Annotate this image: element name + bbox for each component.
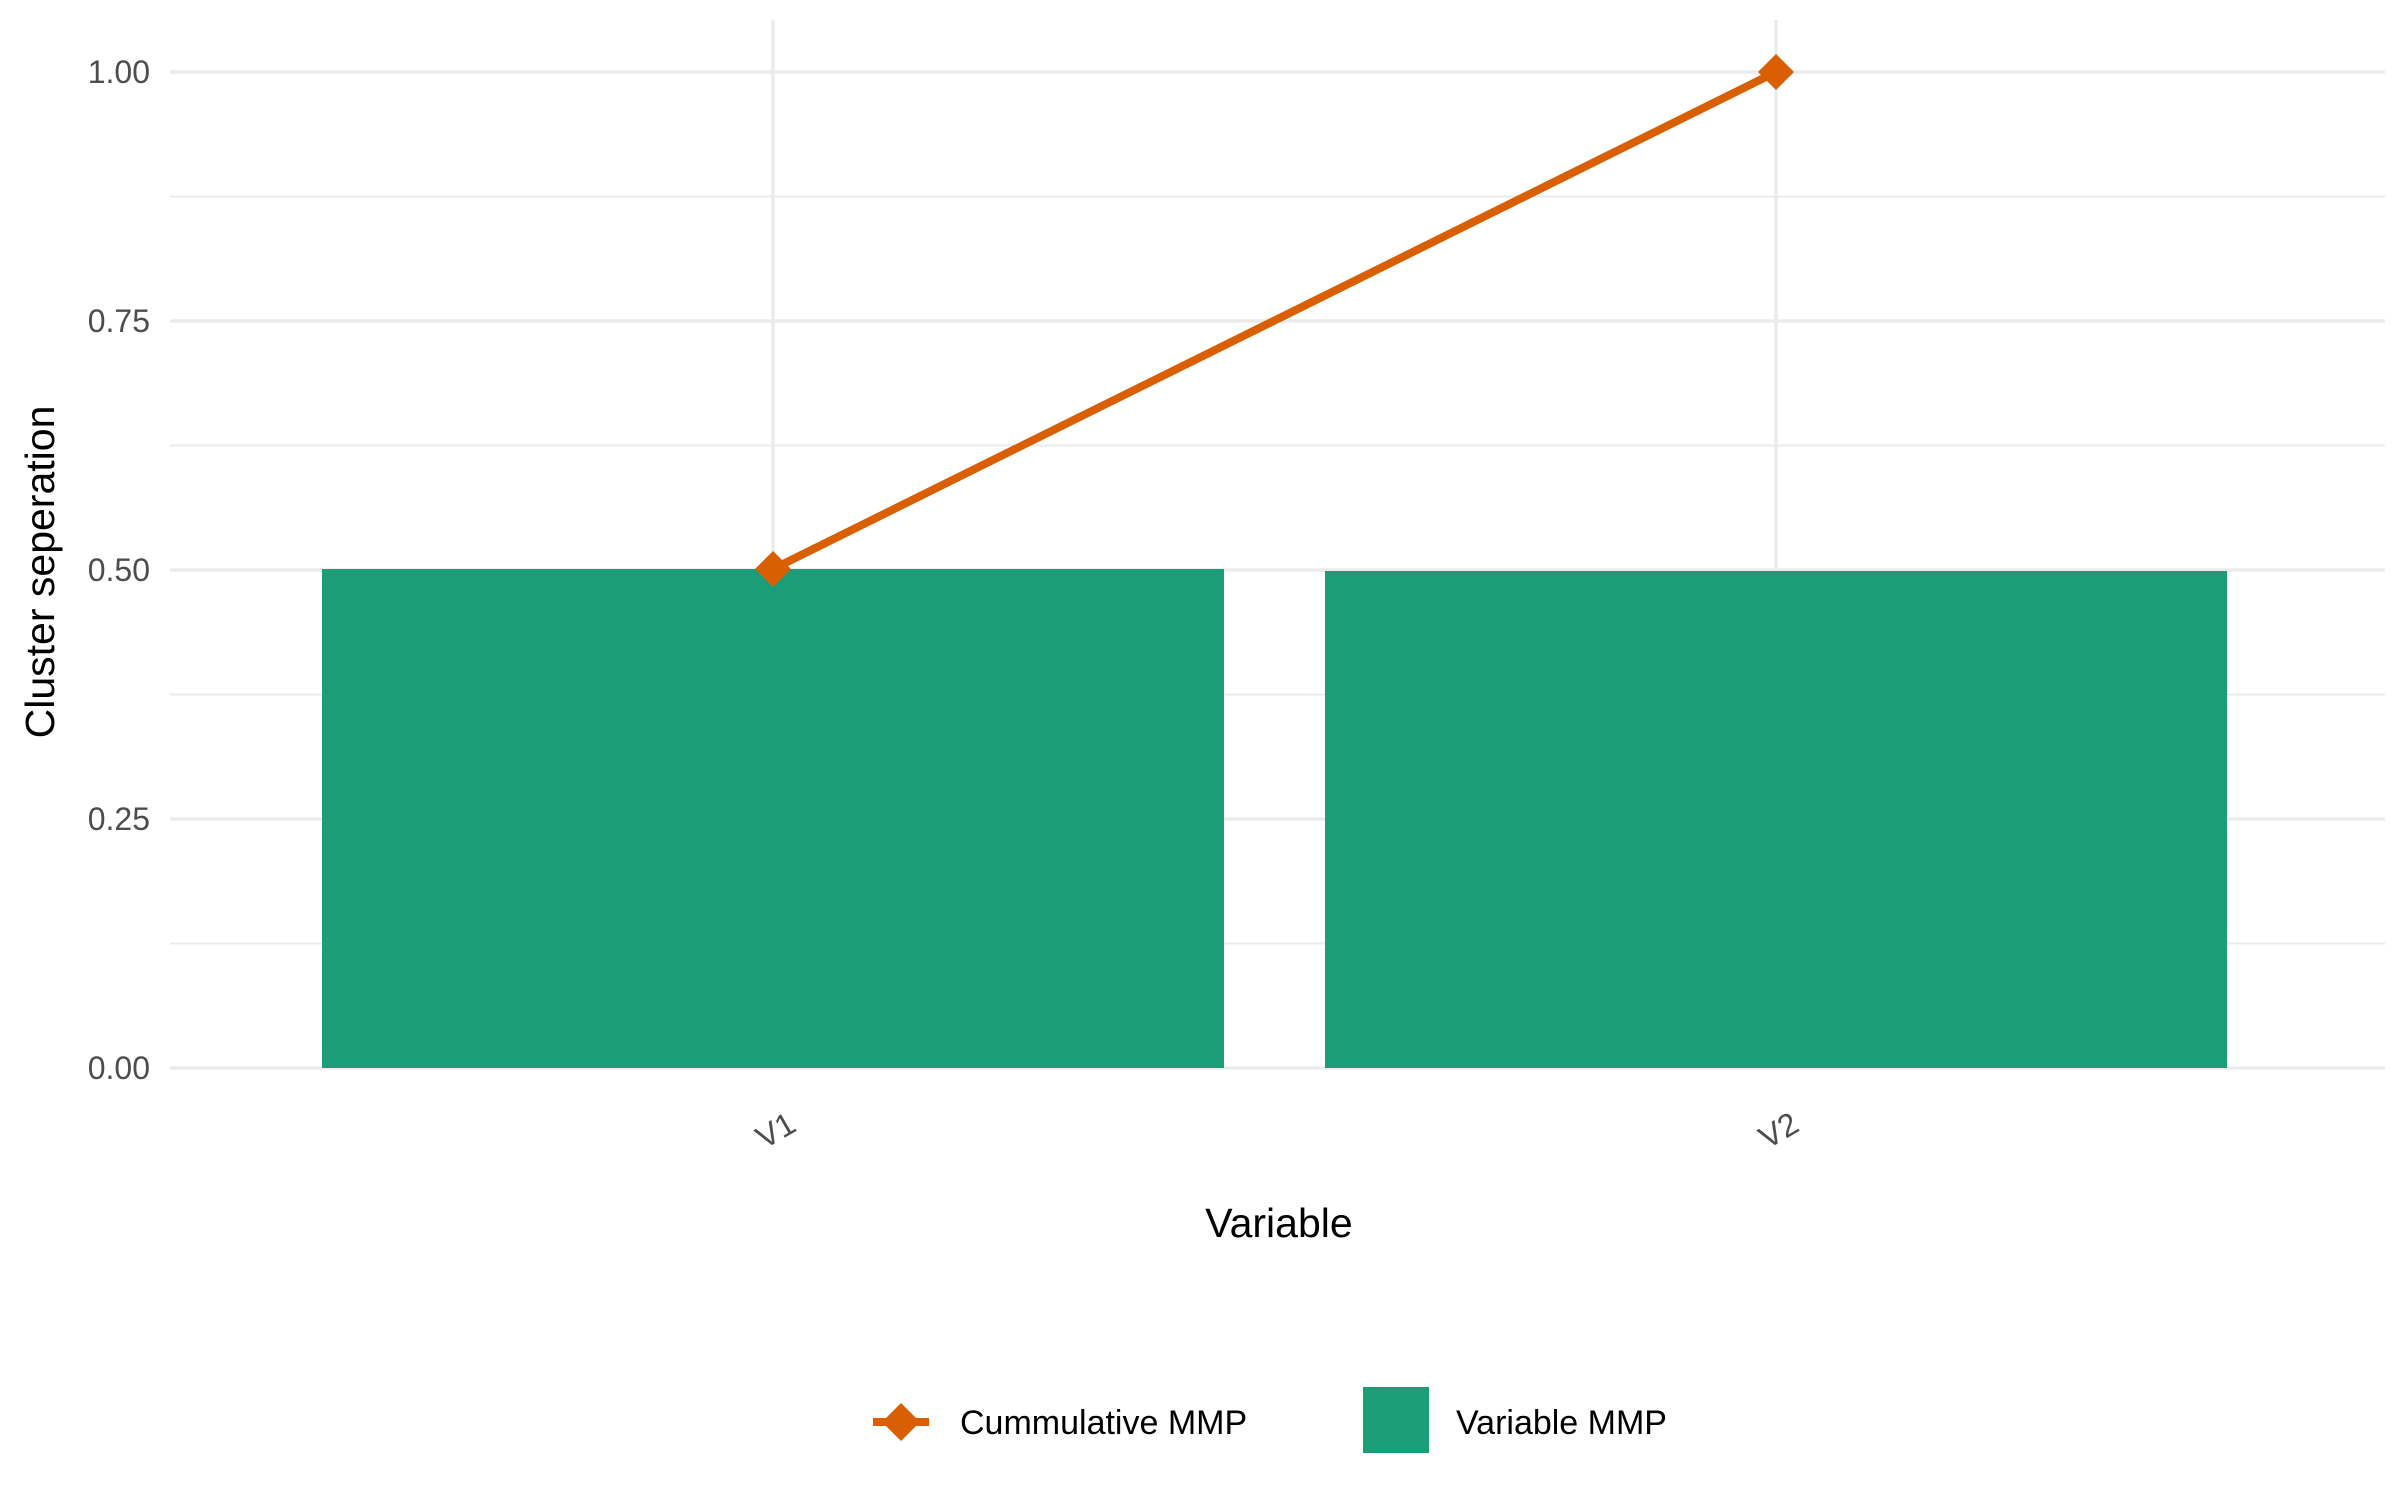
line-layer [755,54,1794,588]
y-tick-label: 0.75 [88,303,150,339]
x-tick-label: V2 [1753,1105,1805,1156]
y-tick-label: 0.50 [88,552,150,588]
legend-label-cumulative: Cummulative MMP [960,1404,1247,1442]
y-tick-label: 1.00 [88,54,150,90]
legend-item-variable: Variable MMP [1363,1387,1667,1453]
x-axis-title: Variable [1205,1200,1352,1246]
legend-label-variable: Variable MMP [1456,1404,1667,1442]
bars-layer [322,569,2227,1068]
legend-bar-swatch [1363,1387,1429,1453]
bar-v2 [1325,570,2227,1068]
cumulative-line [771,68,1778,573]
legend-diamond-icon [882,1403,920,1441]
y-axis-title: Cluster seperation [17,406,63,739]
bar-v1 [322,569,1224,1068]
point-marker-v2 [1758,54,1794,90]
y-tick-label: 0.00 [88,1050,150,1086]
x-axis-ticks: V1 V2 [750,1105,1805,1156]
y-tick-label: 0.25 [88,801,150,837]
point-marker-v1 [755,551,791,588]
y-axis-ticks: 0.00 0.25 0.50 0.75 1.00 [88,54,150,1086]
legend: Cummulative MMP Variable MMP [873,1387,1667,1453]
legend-item-cumulative: Cummulative MMP [873,1403,1247,1442]
x-tick-label: V1 [750,1105,802,1156]
